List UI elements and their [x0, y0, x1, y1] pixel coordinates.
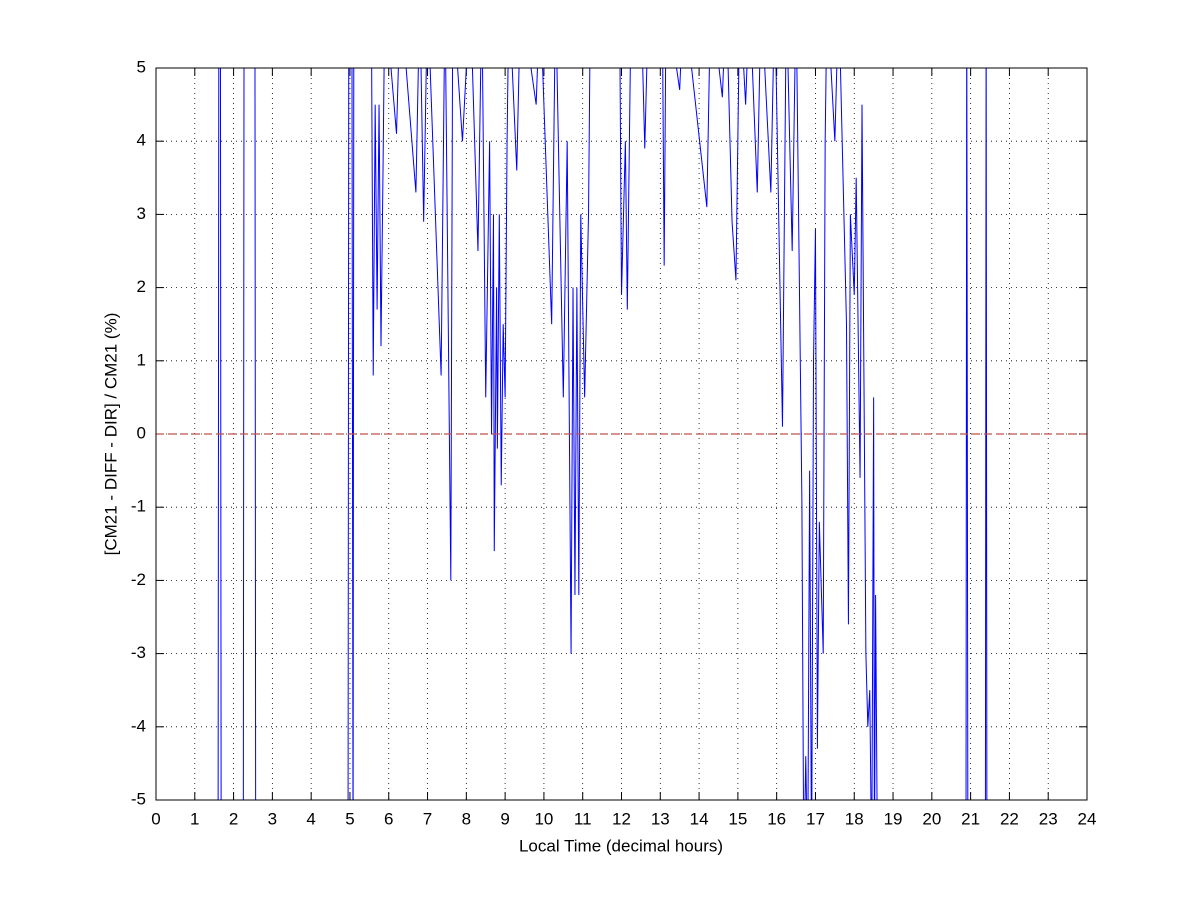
y-axis-label: [CM21 - DIFF - DIR] / CM21 (%): [101, 313, 120, 556]
y-tick-label: 4: [137, 131, 146, 150]
x-tick-label: 13: [651, 809, 670, 828]
y-tick-label: -3: [131, 643, 146, 662]
x-tick-label: 6: [384, 809, 393, 828]
y-tick-label: -2: [131, 570, 146, 589]
y-tick-label: 3: [137, 204, 146, 223]
x-tick-label: 1: [190, 809, 199, 828]
x-tick-label: 5: [345, 809, 354, 828]
x-tick-label: 21: [961, 809, 980, 828]
y-tick-label: 5: [137, 57, 146, 76]
x-axis-label: Local Time (decimal hours): [519, 836, 723, 855]
x-tick-label: 3: [268, 809, 277, 828]
x-tick-label: 17: [806, 809, 825, 828]
y-tick-label: 0: [137, 423, 146, 442]
x-tick-label: 23: [1039, 809, 1058, 828]
axes-frame: [155, 67, 1088, 801]
y-tick-label: -4: [131, 716, 146, 735]
x-tick-label: 20: [922, 809, 941, 828]
x-tick-label: 8: [462, 809, 471, 828]
x-tick-label: 14: [690, 809, 709, 828]
x-tick-label: 18: [845, 809, 864, 828]
x-tick-label: 7: [423, 809, 432, 828]
x-tick-label: 2: [229, 809, 238, 828]
x-tick-label: 10: [534, 809, 553, 828]
y-tick-label: -1: [131, 497, 146, 516]
y-tick-label: -5: [131, 789, 146, 808]
x-tick-label: 19: [884, 809, 903, 828]
x-tick-label: 4: [306, 809, 315, 828]
y-tick-label: 1: [137, 350, 146, 369]
x-tick-label: 15: [728, 809, 747, 828]
x-tick-label: 24: [1078, 809, 1097, 828]
x-tick-label: 9: [500, 809, 509, 828]
x-tick-label: 12: [612, 809, 631, 828]
y-tick-label: 2: [137, 277, 146, 296]
x-tick-label: 16: [767, 809, 786, 828]
x-tick-label: 0: [151, 809, 160, 828]
x-tick-label: 11: [574, 809, 592, 828]
x-tick-label: 22: [1000, 809, 1019, 828]
data-line: [217, 68, 988, 800]
